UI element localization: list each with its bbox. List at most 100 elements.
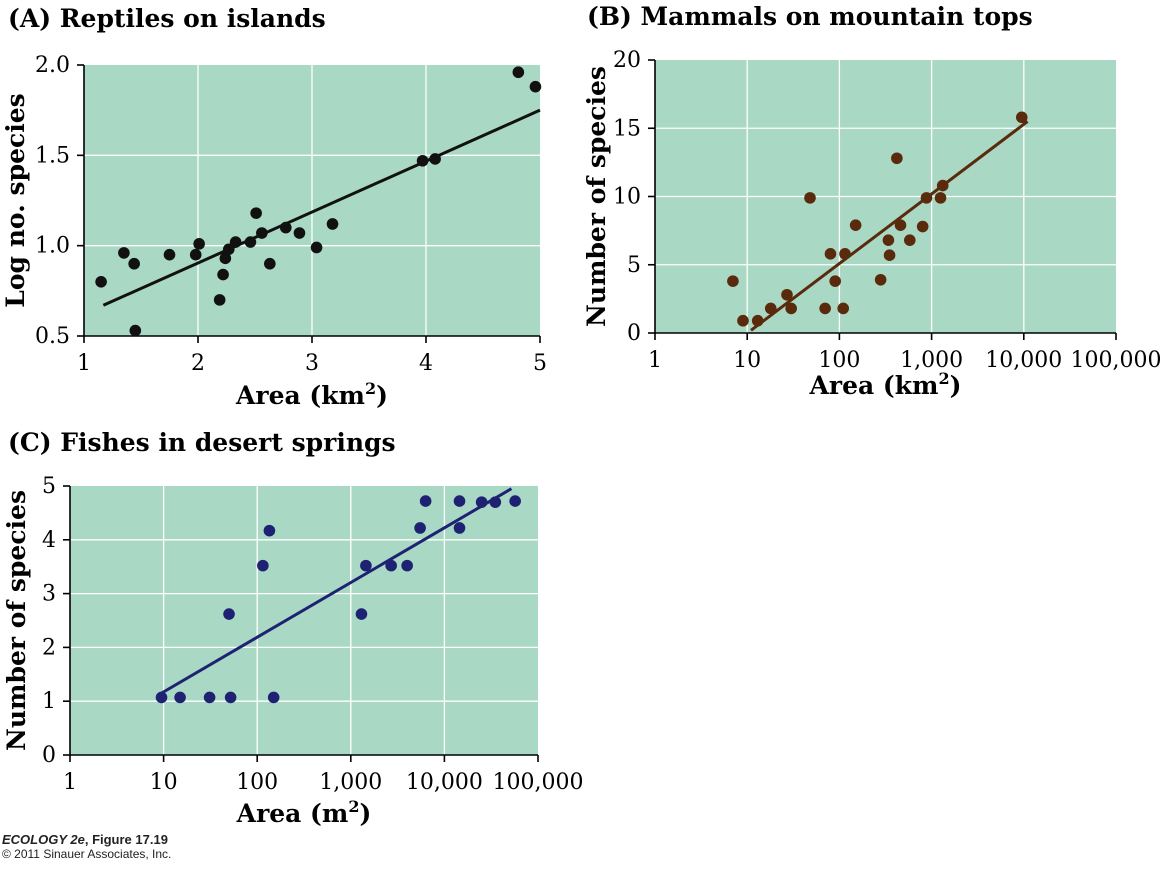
y-tick-label: 2.0 — [35, 53, 70, 78]
x-axis-label: Area (km2) — [235, 379, 388, 410]
regression-line — [160, 487, 513, 695]
data-point — [883, 249, 896, 261]
y-tick-label: 5 — [627, 253, 641, 278]
x-tick-label: 3 — [305, 351, 319, 376]
y-tick-label: 0.5 — [35, 324, 70, 349]
data-point — [267, 691, 280, 704]
data-point — [189, 248, 202, 261]
y-tick-label: 20 — [613, 48, 641, 73]
x-tick-label: 100 — [818, 348, 860, 373]
y-tick-label: 10 — [613, 185, 641, 210]
data-point — [934, 192, 947, 204]
data-point — [263, 524, 276, 537]
y-axis-label: Log no. species — [1, 93, 30, 307]
data-point — [916, 220, 929, 233]
data-point — [512, 66, 525, 79]
data-point — [903, 234, 916, 246]
data-point — [193, 238, 205, 250]
data-point — [509, 495, 521, 507]
y-tick-label: 4 — [42, 528, 56, 553]
data-point — [217, 268, 229, 281]
figure-credit: ECOLOGY 2e, Figure 17.19 © 2011 Sinauer … — [2, 832, 171, 862]
x-axis-label: Area (m2) — [236, 797, 372, 828]
data-point — [155, 691, 168, 704]
x-tick-label: 100,000 — [493, 770, 584, 795]
data-point — [453, 522, 466, 534]
data-point — [264, 257, 276, 270]
x-tick-label: 1 — [648, 348, 662, 373]
y-axis-label: Number of species — [582, 66, 611, 327]
x-tick-label: 4 — [419, 351, 433, 376]
data-point — [453, 495, 466, 507]
y-tick-label: 0 — [42, 743, 56, 768]
y-tick-label: 15 — [613, 116, 641, 141]
x-axis-label-close: ) — [950, 371, 962, 400]
data-point — [882, 234, 895, 246]
copyright-notice: © 2011 Sinauer Associates, Inc. — [2, 847, 172, 861]
data-point — [219, 252, 232, 265]
x-axis-label-close: ) — [359, 799, 371, 828]
panel-title: (A) Reptiles on islands — [8, 4, 326, 33]
y-tick-label: 1.5 — [35, 143, 70, 168]
data-point — [129, 324, 142, 337]
data-point — [250, 207, 262, 219]
x-axis-label-superscript: 2 — [348, 797, 359, 816]
data-point — [128, 257, 140, 270]
data-point — [293, 227, 306, 239]
x-tick-label: 2 — [191, 351, 205, 376]
panel-title: (B) Mammals on mountain tops — [587, 2, 1033, 31]
panel-b-mammals: 1 10 100 1,000 10,000 100,000 0 5 10 15 20 (B) Mamm… — [582, 2, 1160, 400]
data-point — [213, 294, 226, 306]
x-tick-label: 1 — [63, 770, 77, 795]
panel-title: (C) Fishes in desert springs — [8, 428, 396, 457]
x-tick-label: 10 — [733, 348, 761, 373]
data-point — [203, 691, 216, 704]
data-point — [223, 608, 235, 620]
x-axis-label-close: ) — [376, 381, 388, 410]
data-point — [785, 302, 797, 315]
data-point — [360, 559, 372, 572]
y-tick-label: 3 — [42, 582, 56, 607]
regression-line — [102, 108, 541, 307]
data-point — [891, 152, 903, 165]
regression-line — [750, 120, 1029, 332]
y-tick-label: 1 — [42, 689, 56, 714]
data-point — [819, 302, 831, 315]
data-point — [310, 241, 323, 254]
data-point — [385, 559, 397, 572]
data-point — [224, 691, 237, 704]
panel-a-reptiles: 1 2 3 4 5 0.5 1.0 1.5 2.0 (A) Reptiles on islands… — [1, 4, 547, 410]
data-point — [401, 559, 413, 572]
data-point — [737, 314, 749, 327]
x-tick-label: 10,000 — [406, 770, 483, 795]
y-tick-label: 1.0 — [35, 234, 70, 259]
data-point — [529, 80, 542, 93]
x-tick-label: 1,000 — [319, 770, 382, 795]
y-tick-label: 2 — [42, 635, 56, 660]
data-point — [414, 522, 426, 534]
data-point — [355, 608, 368, 620]
x-tick-label: 100 — [236, 770, 278, 795]
data-point — [118, 247, 130, 259]
data-point — [829, 275, 841, 287]
book-title: ECOLOGY 2e — [2, 832, 85, 847]
data-point — [727, 275, 739, 287]
data-point — [781, 288, 793, 301]
x-axis-label-text: Area (m — [236, 799, 349, 828]
x-tick-label: 100,000 — [1071, 348, 1160, 373]
x-axis-label-text: Area (km — [809, 371, 939, 400]
data-point — [874, 273, 887, 286]
data-point — [837, 302, 850, 315]
data-point — [326, 218, 339, 230]
y-axis-label: Number of species — [2, 490, 31, 751]
data-point — [419, 495, 432, 507]
x-axis-label-superscript: 2 — [365, 379, 376, 398]
data-point — [804, 192, 816, 204]
x-axis-label-text: Area (km — [235, 381, 365, 410]
data-point — [95, 276, 107, 288]
data-point — [824, 248, 837, 260]
data-point — [1015, 111, 1028, 124]
x-tick-label: 1,000 — [900, 348, 963, 373]
y-tick-label: 5 — [42, 474, 56, 499]
